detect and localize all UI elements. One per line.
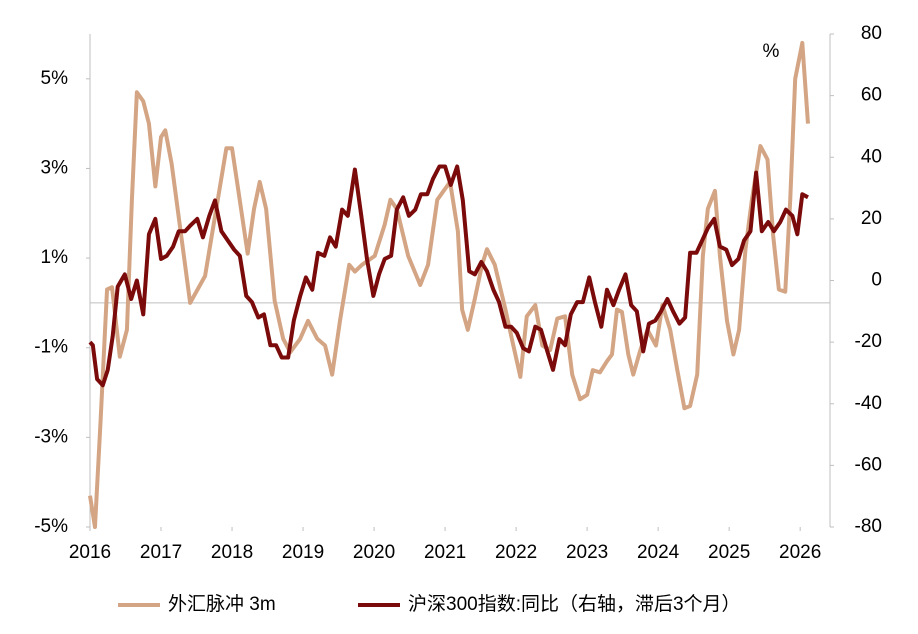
x-tick-label: 2019 [282, 542, 324, 563]
y-tick-label: 1% [41, 247, 69, 268]
x-tick-label: 2023 [566, 542, 608, 563]
y2-tick-label: -40 [855, 393, 882, 414]
unit-annotation: % [763, 41, 780, 62]
y2-tick-label: 40 [861, 146, 882, 167]
data-line [88, 164, 809, 388]
y-tick-label: -1% [34, 337, 68, 358]
y2-tick-label: 60 [861, 85, 882, 106]
legend-label: 沪深300指数:同比（右轴，滞后3个月） [408, 593, 741, 615]
x-tick-label: 2016 [69, 542, 111, 563]
x-tick-label: 2022 [495, 542, 537, 563]
y2-tick-label: 80 [861, 23, 882, 44]
data-line [88, 40, 810, 529]
y2-tick-label: 20 [861, 208, 882, 229]
y2-tick-label: -80 [855, 516, 882, 537]
legend-label: 外汇脉冲 3m [168, 593, 276, 615]
y-tick-label: -5% [34, 516, 68, 537]
x-tick-label: 2020 [353, 542, 395, 563]
y2-tick-label: -60 [855, 454, 882, 475]
x-tick-label: 2025 [708, 542, 750, 563]
y-tick-label: 5% [41, 68, 69, 89]
y2-tick-label: 0 [871, 270, 882, 291]
x-tick-label: 2026 [779, 542, 821, 563]
x-tick-label: 2024 [637, 542, 680, 563]
y-tick-label: -3% [34, 426, 68, 447]
y2-tick-label: -20 [855, 331, 882, 352]
x-tick-label: 2018 [211, 542, 253, 563]
y-tick-label: 3% [41, 157, 69, 178]
x-tick-label: 2021 [424, 542, 466, 563]
x-tick-label: 2017 [140, 542, 182, 563]
